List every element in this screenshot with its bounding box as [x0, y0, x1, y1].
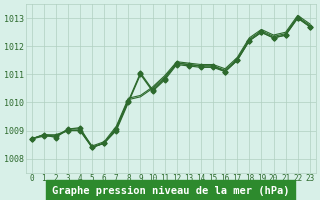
X-axis label: Graphe pression niveau de la mer (hPa): Graphe pression niveau de la mer (hPa): [52, 186, 290, 196]
